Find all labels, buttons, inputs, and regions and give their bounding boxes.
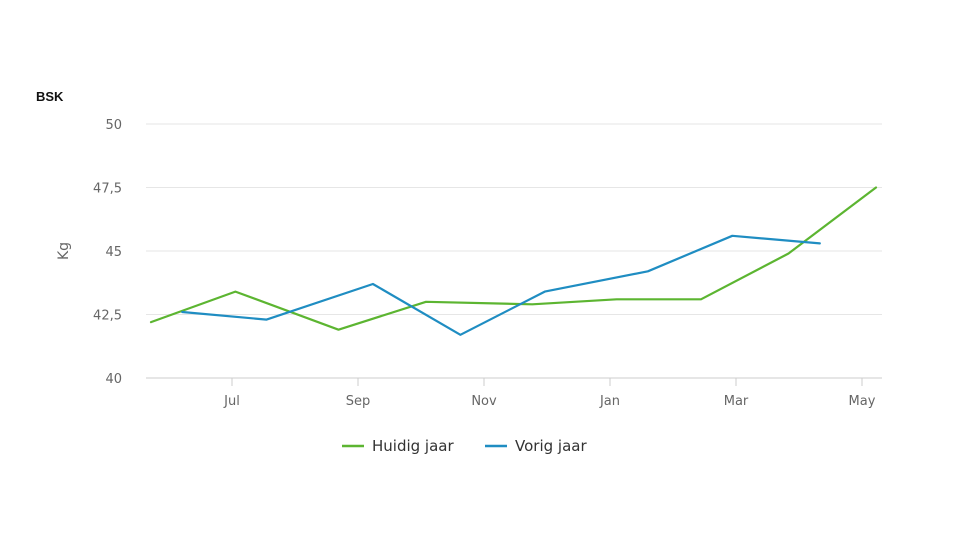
gridlines <box>146 123 882 379</box>
series-line-2 <box>181 234 821 336</box>
y-tick-label: 45 <box>105 245 122 260</box>
legend-item[interactable]: Huidig jaar <box>342 437 454 455</box>
x-axis: Jul Sep Nov Jan Mar May <box>223 378 876 409</box>
series-line-1 <box>149 186 878 331</box>
x-tick-label: May <box>849 394 876 409</box>
legend-item[interactable]: Vorig jaar <box>485 437 587 455</box>
legend-label: Vorig jaar <box>515 437 587 455</box>
x-tick-label: Nov <box>471 394 497 409</box>
x-tick-label: Mar <box>724 394 749 409</box>
x-tick-label: Sep <box>346 394 371 409</box>
y-axis-label: Kg <box>56 242 72 260</box>
x-tick-label: Jan <box>599 394 620 409</box>
y-axis-ticks: 40 42,5 45 47,5 50 <box>93 118 122 387</box>
y-tick-label: 47,5 <box>93 182 122 197</box>
y-tick-label: 50 <box>105 118 122 133</box>
legend-label: Huidig jaar <box>372 437 454 455</box>
chart-title: BSK <box>36 89 64 104</box>
x-tick-label: Jul <box>223 394 240 409</box>
y-tick-label: 40 <box>105 372 122 387</box>
legend[interactable]: Huidig jaar Vorig jaar <box>342 437 587 455</box>
series-lines <box>149 186 878 336</box>
y-tick-label: 42,5 <box>93 309 122 324</box>
